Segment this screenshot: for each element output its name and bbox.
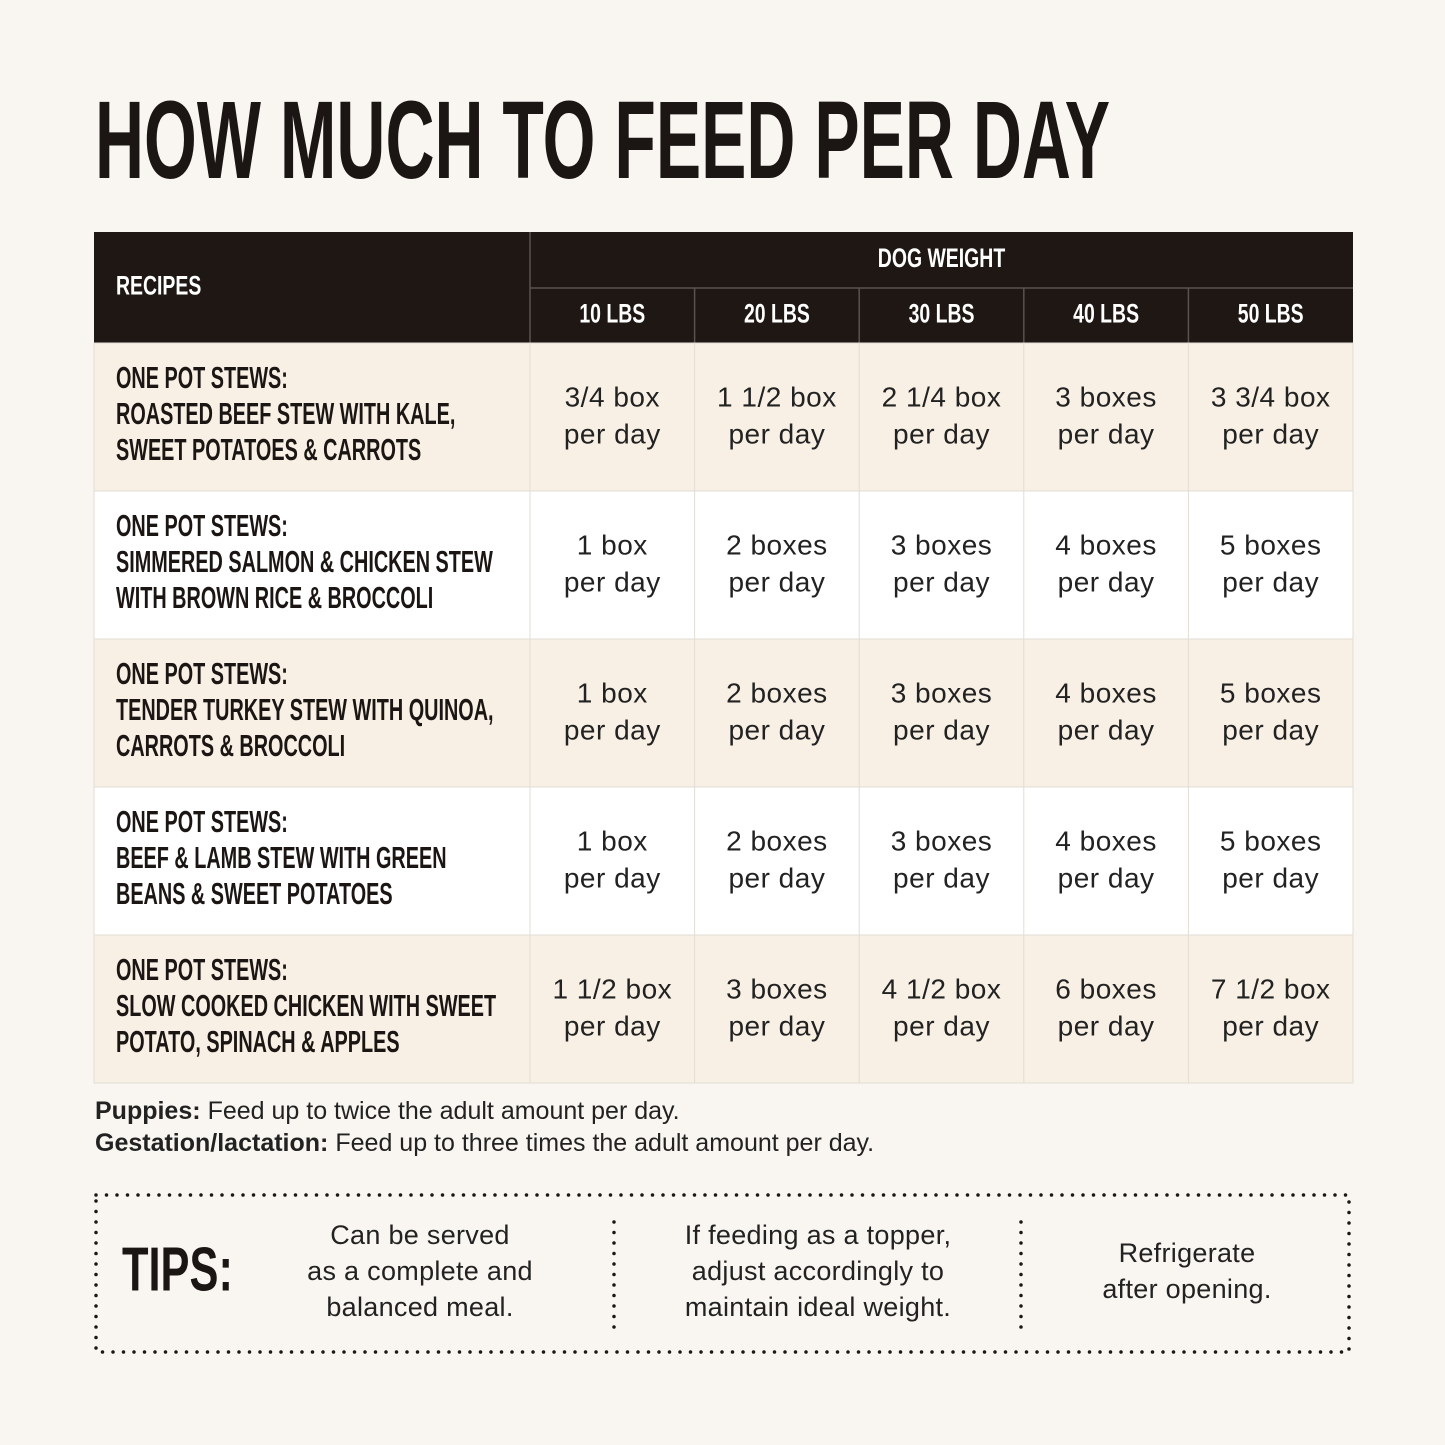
amount-line: 2 boxes xyxy=(726,677,828,708)
amount-line: per day xyxy=(728,418,825,449)
amount-line: per day xyxy=(893,418,990,449)
amount-line: 1 1/2 box xyxy=(717,381,837,412)
table-row-bg xyxy=(93,786,1354,936)
note-text: Feed up to twice the adult amount per da… xyxy=(208,1097,680,1125)
recipe-name-line: BEEF & LAMB STEW WITH GREEN xyxy=(116,840,447,876)
amount-line: 5 boxes xyxy=(1220,677,1322,708)
note-text: Feed up to three times the adult amount … xyxy=(335,1129,874,1157)
amount-line: per day xyxy=(564,418,661,449)
header-weight: 30 LBS xyxy=(909,299,975,329)
amount-line: per day xyxy=(1222,714,1319,745)
amount-line: 2 1/4 box xyxy=(882,381,1002,412)
table-row-bg xyxy=(93,490,1354,640)
recipe-name-line: ONE POT STEWS: xyxy=(116,508,288,544)
amount-line: per day xyxy=(893,862,990,893)
recipe-name-line: ONE POT STEWS: xyxy=(116,656,288,692)
amount-line: 5 boxes xyxy=(1220,529,1322,560)
amount-line: per day xyxy=(893,714,990,745)
tip-line: Refrigerate xyxy=(1119,1238,1256,1268)
amount-line: per day xyxy=(728,1010,825,1041)
recipe-name-line: POTATO, SPINACH & APPLES xyxy=(116,1024,400,1060)
tips-border xyxy=(94,1193,1351,1354)
note: Gestation/lactation: Feed up to three tim… xyxy=(95,1129,874,1157)
header-recipes: RECIPES xyxy=(116,271,201,301)
amount-line: 2 boxes xyxy=(726,825,828,856)
recipe-name-line: ONE POT STEWS: xyxy=(116,360,288,396)
amount-line: per day xyxy=(893,1010,990,1041)
amount-line: per day xyxy=(1222,862,1319,893)
tip-line: balanced meal. xyxy=(326,1292,513,1322)
amount-line: per day xyxy=(1222,418,1319,449)
note: Puppies: Feed up to twice the adult amoun… xyxy=(95,1097,680,1125)
amount-line: 4 boxes xyxy=(1055,825,1157,856)
table-row-bg xyxy=(93,638,1354,788)
amount-line: 2 boxes xyxy=(726,529,828,560)
tip-line: Can be served xyxy=(330,1220,510,1250)
header-weight: 40 LBS xyxy=(1073,299,1139,329)
amount-line: 6 boxes xyxy=(1055,973,1157,1004)
amount-line: per day xyxy=(728,862,825,893)
amount-line: 1 box xyxy=(577,529,648,560)
tip-line: after opening. xyxy=(1102,1274,1271,1304)
header-weight: 50 LBS xyxy=(1238,299,1304,329)
amount-line: per day xyxy=(1058,566,1155,597)
amount-line: per day xyxy=(1222,1010,1319,1041)
amount-line: per day xyxy=(728,714,825,745)
recipe-name-line: SWEET POTATOES & CARROTS xyxy=(116,432,421,468)
amount-line: 7 1/2 box xyxy=(1211,973,1331,1004)
amount-line: per day xyxy=(1058,418,1155,449)
amount-line: per day xyxy=(1058,714,1155,745)
amount-line: per day xyxy=(564,1010,661,1041)
recipe-name-line: SLOW COOKED CHICKEN WITH SWEET xyxy=(116,988,496,1024)
page-title: HOW MUCH TO FEED PER DAY xyxy=(95,79,1110,202)
amount-line: per day xyxy=(1058,862,1155,893)
amount-line: 3/4 box xyxy=(565,381,660,412)
amount-line: 3 3/4 box xyxy=(1211,381,1331,412)
header-dog-weight: DOG WEIGHT xyxy=(878,243,1006,273)
amount-line: per day xyxy=(564,566,661,597)
tip-line: as a complete and xyxy=(307,1256,533,1286)
amount-line: 3 boxes xyxy=(891,825,993,856)
amount-line: per day xyxy=(564,862,661,893)
amount-line: per day xyxy=(1058,1010,1155,1041)
header-weight: 20 LBS xyxy=(744,299,810,329)
amount-line: 3 boxes xyxy=(1055,381,1157,412)
table-row-bg xyxy=(93,342,1354,492)
note-label: Gestation/lactation: xyxy=(95,1129,328,1157)
amount-line: 3 boxes xyxy=(726,973,828,1004)
amount-line: 5 boxes xyxy=(1220,825,1322,856)
recipe-name-line: TENDER TURKEY STEW WITH QUINOA, xyxy=(116,692,494,728)
recipe-name-line: ROASTED BEEF STEW WITH KALE, xyxy=(116,396,455,432)
recipe-name-line: CARROTS & BROCCOLI xyxy=(116,728,345,764)
amount-line: 4 boxes xyxy=(1055,677,1157,708)
tip-line: adjust accordingly to xyxy=(692,1256,944,1286)
amount-line: 1 1/2 box xyxy=(552,973,672,1004)
amount-line: 4 boxes xyxy=(1055,529,1157,560)
tip-line: If feeding as a topper, xyxy=(685,1220,952,1250)
amount-line: per day xyxy=(728,566,825,597)
note-label: Puppies: xyxy=(95,1097,201,1125)
header-weight: 10 LBS xyxy=(579,299,645,329)
amount-line: per day xyxy=(564,714,661,745)
recipe-name-line: WITH BROWN RICE & BROCCOLI xyxy=(116,580,433,616)
amount-line: per day xyxy=(1222,566,1319,597)
recipe-name-line: ONE POT STEWS: xyxy=(116,804,288,840)
recipe-name-line: BEANS & SWEET POTATOES xyxy=(116,876,393,912)
amount-line: per day xyxy=(893,566,990,597)
amount-line: 1 box xyxy=(577,825,648,856)
tip-line: maintain ideal weight. xyxy=(685,1292,951,1322)
recipe-name-line: SIMMERED SALMON & CHICKEN STEW xyxy=(116,544,493,580)
amount-line: 3 boxes xyxy=(891,529,993,560)
table-row-bg xyxy=(93,934,1354,1084)
amount-line: 3 boxes xyxy=(891,677,993,708)
recipe-name-line: ONE POT STEWS: xyxy=(116,952,288,988)
amount-line: 1 box xyxy=(577,677,648,708)
amount-line: 4 1/2 box xyxy=(882,973,1002,1004)
tips-label: TIPS: xyxy=(122,1236,233,1304)
